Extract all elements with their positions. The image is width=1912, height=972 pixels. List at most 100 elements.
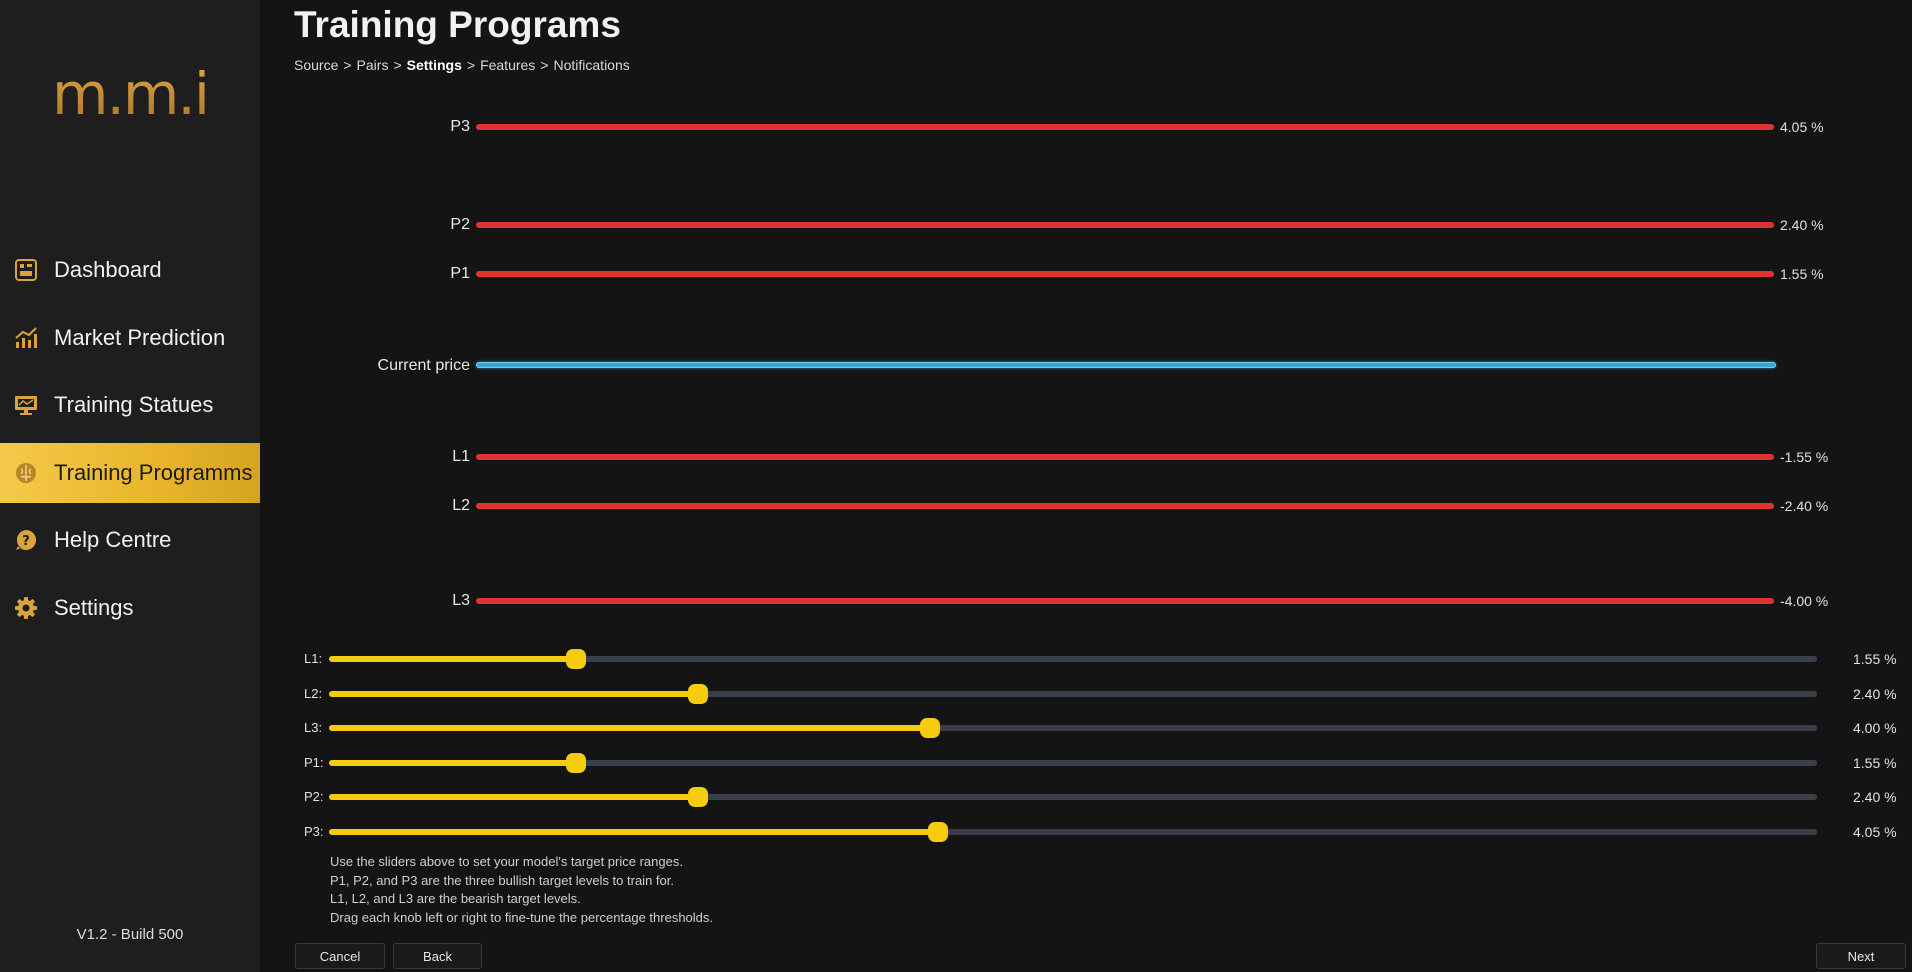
app-logo: m.m.i [0,60,260,128]
level-label: L2 [452,497,470,514]
sidebar-item-label: Training Programms [54,459,253,485]
target-line-l1 [476,454,1774,460]
slider-label: P2: [304,789,324,804]
level-row-current-price: Current price [0,356,1912,376]
level-row-l2: L2 -2.40 % [0,496,1912,516]
help-line: P1, P2, and P3 are the three bullish tar… [330,872,674,888]
slider-track-l1[interactable] [329,649,1817,669]
gear-icon [15,596,37,619]
level-value: -2.40 % [1780,498,1829,514]
version-label: V1.2 - Build 500 [76,926,184,943]
slider-value: 1.55 % [1853,651,1897,667]
back-button[interactable]: Back [393,943,482,969]
level-row-p1: P1 1.55 % [0,264,1912,284]
slider-label: L3: [304,720,323,735]
slider-value: 1.55 % [1853,755,1897,771]
level-value: 2.40 % [1780,217,1824,233]
level-label: P2 [450,216,470,233]
target-line-p2 [476,222,1774,228]
slider-value: 4.00 % [1853,720,1897,736]
slider-label: P1: [304,755,324,770]
sidebar-item-market-prediction[interactable]: Market Prediction [0,308,260,368]
level-label: P1 [450,265,470,282]
level-row-p2: P2 2.40 % [0,215,1912,235]
level-value: -1.55 % [1780,449,1829,465]
slider-row-p2: P2: 2.40 % [0,786,1912,808]
sidebar-item-training-statues[interactable]: Training Statues [0,375,260,435]
level-row-l3: L3 -4.00 % [0,591,1912,611]
breadcrumb-separator: > [393,57,402,73]
breadcrumb-separator: > [466,57,476,73]
help-icon: ? [16,530,36,550]
sidebar-item-label: Dashboard [54,257,162,282]
page-title: Training Programs [294,4,621,45]
level-value: -4.00 % [1780,593,1829,609]
slider-track-l2[interactable] [329,684,1817,704]
slider-value: 2.40 % [1853,686,1897,702]
slider-knob-l3[interactable] [920,718,941,738]
sidebar-item-settings[interactable]: Settings [0,578,260,638]
breadcrumb-pairs[interactable]: Pairs [356,57,389,73]
current-price-line [476,362,1776,368]
breadcrumb: Source > Pairs > Settings > Features > Notificat… [294,57,630,73]
slider-fill [329,691,699,697]
sidebar-item-label: Market Prediction [54,324,226,350]
help-text: Use the sliders above to set your model'… [330,853,713,927]
slider-value: 2.40 % [1853,789,1897,805]
sidebar-item-training-programms[interactable]: Training Programms [0,442,260,503]
chart-icon [15,326,37,348]
level-row-p3: P3 4.05 % [0,117,1912,137]
slider-value: 4.05 % [1853,824,1897,840]
breadcrumb-settings[interactable]: Settings [406,57,462,73]
target-line-l3 [476,598,1774,604]
slider-knob-p1[interactable] [566,753,586,773]
sidebar-item-help-centre[interactable]: ? Help Centre [0,510,260,570]
slider-track-p2[interactable] [329,787,1817,807]
target-line-l2 [476,503,1774,509]
slider-knob-p3[interactable] [927,822,948,842]
monitor-icon [15,396,37,415]
breadcrumb-features[interactable]: Features [480,57,536,73]
sidebar-item-label: Help Centre [54,527,172,552]
slider-row-l3: L3: 4.00 % [0,717,1912,739]
breadcrumb-separator: > [540,57,549,73]
slider-track-p3[interactable] [329,822,1817,842]
slider-row-p3: P3: 4.05 % [0,821,1912,843]
level-row-l1: L1 -1.55 % [0,447,1912,467]
breadcrumb-separator: > [343,57,352,73]
sidebar-item-dashboard[interactable]: Dashboard [0,240,260,300]
level-label: P3 [450,118,470,135]
slider-knob-l1[interactable] [566,649,586,669]
breadcrumb-source[interactable]: Source [294,57,339,73]
help-line: Drag each knob left or right to fine-tun… [330,909,714,925]
svg-text:?: ? [22,534,30,549]
level-value: 4.05 % [1780,119,1824,135]
level-label: L1 [452,448,470,465]
slider-row-l1: L1: 1.55 % [0,648,1912,670]
slider-knob-p2[interactable] [688,787,709,807]
slider-label: L1: [304,651,323,666]
slider-row-l2: L2: 2.40 % [0,683,1912,705]
slider-fill [329,725,931,731]
target-line-p1 [476,271,1774,277]
sidebar-item-label: Settings [54,594,134,620]
slider-track-p1[interactable] [329,753,1817,773]
slider-fill [329,794,699,800]
slider-label: L2: [304,686,323,701]
next-button[interactable]: Next [1816,943,1906,969]
cancel-button[interactable]: Cancel [295,943,385,969]
sidebar-nav: Dashboard Market Prediction Training Sta… [0,240,260,645]
brain-icon [16,462,36,483]
breadcrumb-notifications[interactable]: Notifications [553,57,630,73]
help-line: L1, L2, and L3 are the bearish target le… [330,891,581,906]
slider-fill [329,656,576,662]
help-line: Use the sliders above to set your model'… [330,854,683,869]
sidebar-item-label: Training Statues [54,392,214,417]
sidebar: m.m.i Dashboard Market Prediction [0,0,260,972]
slider-knob-l2[interactable] [688,684,709,704]
target-line-p3 [476,124,1774,130]
slider-track-l3[interactable] [329,718,1817,738]
level-label: L3 [452,592,470,609]
slider-fill [329,829,938,835]
slider-fill [329,760,576,766]
